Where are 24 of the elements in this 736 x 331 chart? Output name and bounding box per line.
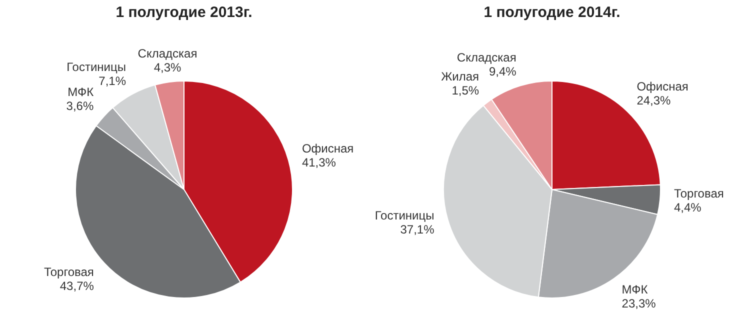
slice-label: МФК	[622, 282, 648, 296]
data-label: 4,3%	[154, 60, 182, 74]
slice-label: Гостиницы	[66, 60, 126, 74]
slice-label: Торговая	[44, 264, 94, 279]
data-label: 41,3%	[302, 156, 336, 170]
slice-label: Складская	[456, 50, 516, 65]
data-label: 7,1%	[98, 74, 126, 88]
data-label: 9,4%	[488, 64, 517, 79]
chart-title: 1 полугодие 2014г.	[484, 4, 620, 22]
slice-label: Жилая	[441, 69, 480, 84]
slice-label: Складская	[138, 46, 198, 60]
slice-label: МФК	[68, 85, 94, 100]
data-label: 37,1%	[400, 222, 435, 237]
data-label: 43,7%	[60, 278, 94, 293]
chart-title: 1 полугодие 2013г.	[116, 4, 252, 22]
slice-label: Гостиницы	[374, 208, 434, 223]
slice-label: Офисная	[636, 79, 688, 94]
data-label: 23,3%	[622, 296, 656, 310]
data-label: 24,3%	[636, 93, 672, 108]
slice-label: Офисная	[302, 142, 354, 156]
data-label: 3,6%	[66, 99, 94, 114]
data-label: 4,4%	[674, 200, 702, 214]
data-label: 1,5%	[452, 83, 480, 98]
slice-label: Торговая	[674, 186, 724, 200]
